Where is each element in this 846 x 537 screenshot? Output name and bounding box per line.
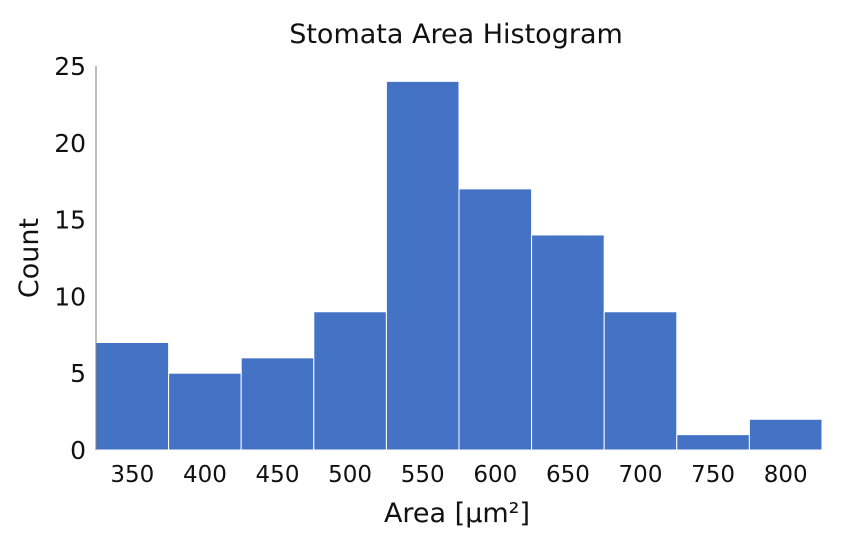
bar-400 [168, 372, 242, 451]
bar-450 [240, 357, 315, 451]
y-tick-label: 15 [54, 206, 86, 235]
bar-750 [676, 434, 750, 451]
bar-600 [458, 188, 533, 451]
y-tick-label: 5 [70, 359, 86, 388]
x-tick-label: 800 [764, 462, 808, 488]
bar-350 [95, 341, 170, 451]
x-tick-label: 750 [691, 462, 735, 488]
bar-700 [603, 311, 678, 451]
y-tick-label: 10 [54, 282, 86, 311]
bar-800 [748, 418, 823, 451]
x-tick-label: 700 [619, 462, 663, 488]
chart-title: Stomata Area Histogram [289, 19, 623, 50]
x-tick-label: 550 [401, 462, 445, 488]
bar-550 [385, 80, 460, 451]
bar-500 [313, 311, 387, 451]
y-tick-label: 20 [54, 129, 86, 158]
x-tick-label: 650 [546, 462, 590, 488]
x-tick-label: 500 [328, 462, 372, 488]
y-tick-labels: 0 5 10 15 20 25 [54, 52, 86, 465]
x-tick-label: 600 [473, 462, 517, 488]
bar-650 [531, 234, 605, 451]
x-tick-label: 450 [256, 462, 300, 488]
bars-group [95, 80, 823, 451]
y-tick-label: 0 [70, 436, 86, 465]
x-tick-label: 400 [183, 462, 227, 488]
x-axis-label: Area [μm²] [384, 498, 530, 529]
x-tick-label: 350 [110, 462, 154, 488]
x-tick-labels: 350 400 450 500 550 600 650 700 750 800 [110, 462, 807, 488]
y-axis-label: Count [14, 218, 45, 298]
y-tick-label: 25 [54, 52, 86, 81]
